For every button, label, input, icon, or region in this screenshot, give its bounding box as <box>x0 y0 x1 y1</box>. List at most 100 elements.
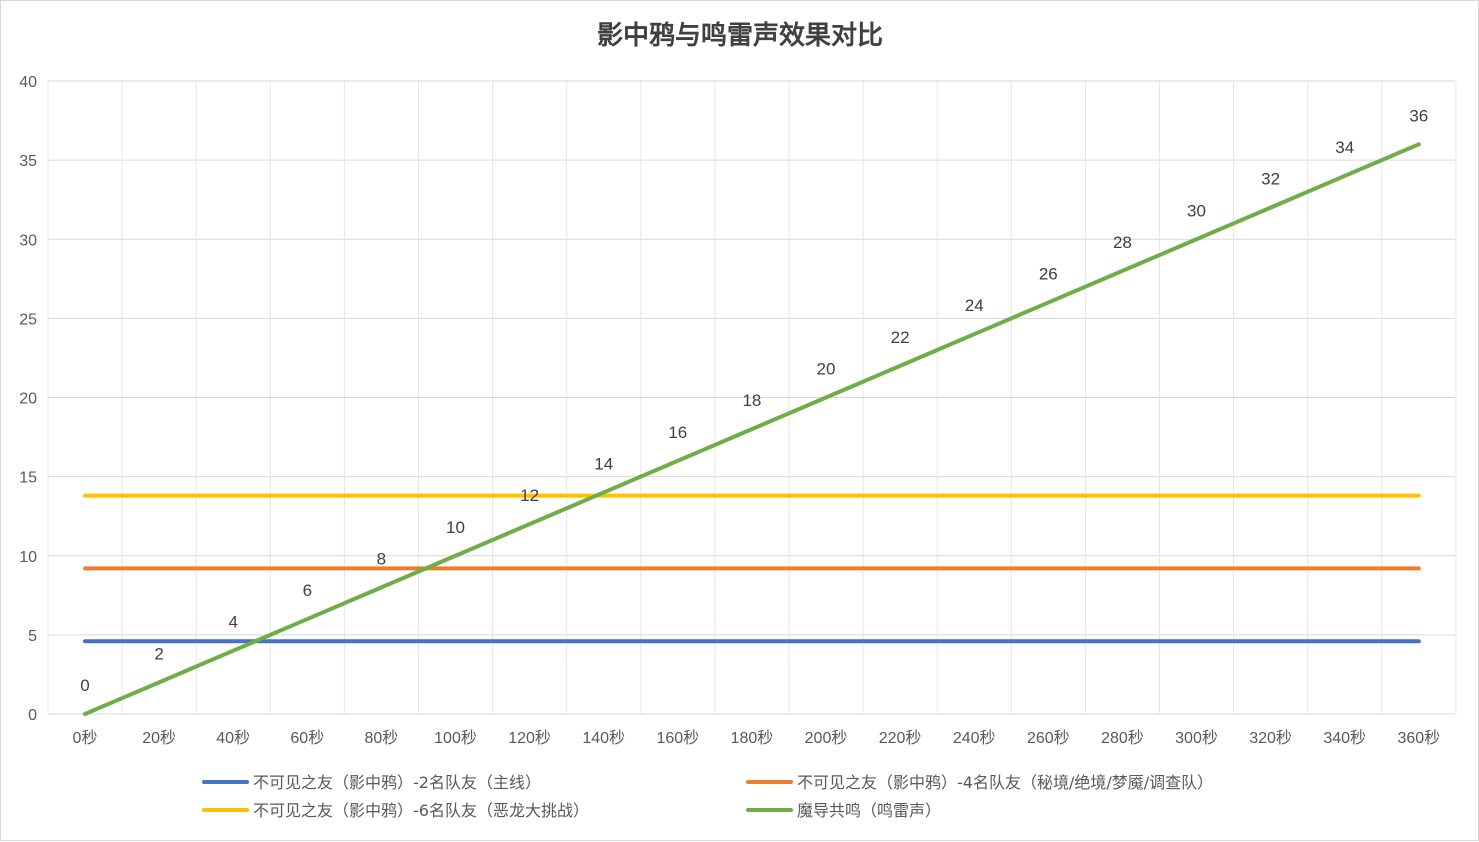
data-point <box>231 566 235 570</box>
data-label: 26 <box>1039 265 1058 284</box>
data-label: 4 <box>228 613 237 632</box>
data-point <box>1195 494 1199 498</box>
data-label: 12 <box>520 486 539 505</box>
data-point <box>602 639 606 643</box>
data-point <box>1417 639 1421 643</box>
y-tick-label: 0 <box>28 707 37 724</box>
data-point <box>602 566 606 570</box>
data-point <box>83 712 87 716</box>
data-point <box>1343 494 1347 498</box>
data-label: 6 <box>303 581 312 600</box>
data-point <box>83 566 87 570</box>
y-tick-label: 10 <box>19 549 37 566</box>
series-line <box>83 142 1421 716</box>
data-point <box>454 566 458 570</box>
x-tick-label: 180秒 <box>731 729 774 747</box>
x-tick-label: 220秒 <box>879 729 922 747</box>
x-tick-label: 320秒 <box>1249 729 1292 747</box>
x-tick-label: 280秒 <box>1101 729 1144 747</box>
data-point <box>1120 269 1124 273</box>
data-point <box>750 566 754 570</box>
x-tick-label: 360秒 <box>1397 729 1440 747</box>
data-label: 18 <box>742 391 761 410</box>
data-label: 22 <box>891 328 910 347</box>
data-point <box>824 566 828 570</box>
data-point <box>972 494 976 498</box>
data-point <box>750 639 754 643</box>
data-point <box>1269 206 1273 210</box>
data-point <box>1417 566 1421 570</box>
series-lines <box>83 142 1421 716</box>
data-point <box>824 639 828 643</box>
data-point <box>1417 142 1421 146</box>
data-point <box>1343 566 1347 570</box>
data-label: 2 <box>154 644 163 663</box>
x-tick-label: 160秒 <box>656 729 699 747</box>
x-tick-label: 80秒 <box>364 729 398 747</box>
x-tick-label: 20秒 <box>142 729 176 747</box>
data-label: 36 <box>1409 106 1428 125</box>
data-point <box>1269 566 1273 570</box>
data-point <box>602 490 606 494</box>
data-point <box>1417 494 1421 498</box>
x-tick-label: 60秒 <box>290 729 324 747</box>
data-point <box>676 639 680 643</box>
data-label: 10 <box>446 518 465 537</box>
data-point <box>379 585 383 589</box>
legend: 不可见之友（影中鸦）-2名队友（主线） 不可见之友（影中鸦）-4名队友（秘境/绝境… <box>202 773 1213 820</box>
data-point <box>1046 566 1050 570</box>
data-point <box>898 566 902 570</box>
data-point <box>454 494 458 498</box>
data-label: 24 <box>965 296 984 315</box>
data-point <box>972 566 976 570</box>
data-label: 16 <box>668 423 687 442</box>
data-point <box>1195 639 1199 643</box>
x-tick-label: 200秒 <box>805 729 848 747</box>
x-tick-label: 340秒 <box>1323 729 1366 747</box>
x-tick-label: 240秒 <box>953 729 996 747</box>
data-point <box>1120 566 1124 570</box>
x-axis: 0秒 20秒 40秒 60秒 80秒 100秒 120秒 140秒 160秒 180秒 200秒 22… <box>73 729 1441 747</box>
data-point <box>676 566 680 570</box>
data-point <box>1120 639 1124 643</box>
data-point <box>1195 237 1199 241</box>
data-point <box>528 522 532 526</box>
data-point <box>157 680 161 684</box>
data-point <box>528 566 532 570</box>
y-tick-label: 40 <box>19 74 37 91</box>
data-point <box>83 639 87 643</box>
data-label: 14 <box>594 454 613 473</box>
y-tick-label: 15 <box>19 470 37 487</box>
data-point <box>528 639 532 643</box>
data-point <box>231 494 235 498</box>
data-point <box>676 459 680 463</box>
data-point <box>1343 174 1347 178</box>
x-tick-label: 40秒 <box>216 729 250 747</box>
x-tick-label: 120秒 <box>508 729 551 747</box>
data-point <box>1046 301 1050 305</box>
data-point <box>379 639 383 643</box>
y-tick-label: 30 <box>19 232 37 249</box>
x-tick-label: 140秒 <box>582 729 625 747</box>
data-point <box>231 639 235 643</box>
x-tick-label: 300秒 <box>1175 729 1218 747</box>
gridlines <box>47 80 1457 715</box>
data-label: 8 <box>377 549 386 568</box>
data-point <box>83 494 87 498</box>
data-point <box>157 566 161 570</box>
y-tick-label: 20 <box>19 391 37 408</box>
data-point <box>824 494 828 498</box>
data-point <box>1269 639 1273 643</box>
data-point <box>898 494 902 498</box>
data-point <box>898 364 902 368</box>
data-point <box>1120 494 1124 498</box>
data-point <box>898 639 902 643</box>
data-point <box>750 494 754 498</box>
data-point <box>157 494 161 498</box>
data-label: 0 <box>80 676 89 695</box>
y-tick-label: 5 <box>28 628 37 645</box>
data-point <box>972 332 976 336</box>
data-point <box>676 494 680 498</box>
